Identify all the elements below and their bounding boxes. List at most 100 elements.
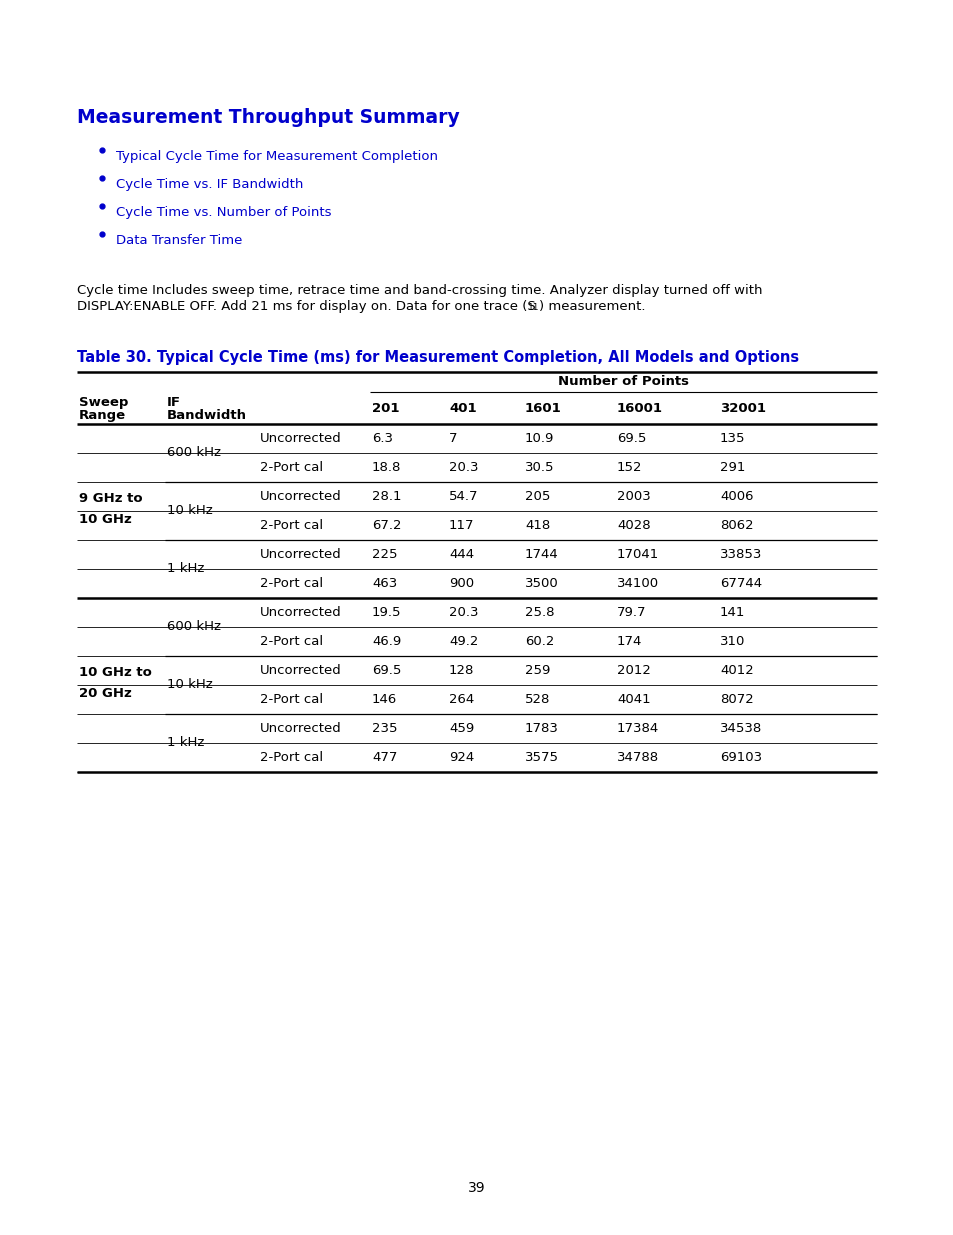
- Text: 60.2: 60.2: [524, 635, 554, 648]
- Text: 8072: 8072: [720, 693, 753, 706]
- Text: Uncorrected: Uncorrected: [260, 606, 341, 619]
- Text: 174: 174: [617, 635, 641, 648]
- Text: 141: 141: [720, 606, 744, 619]
- Text: 20.3: 20.3: [449, 461, 478, 474]
- Text: 79.7: 79.7: [617, 606, 646, 619]
- Text: Uncorrected: Uncorrected: [260, 722, 341, 735]
- Text: 4041: 4041: [617, 693, 650, 706]
- Text: Range: Range: [79, 409, 126, 422]
- Text: DISPLAY:ENABLE OFF. Add 21 ms for display on. Data for one trace (S: DISPLAY:ENABLE OFF. Add 21 ms for displa…: [77, 300, 536, 312]
- Text: 235: 235: [372, 722, 397, 735]
- Text: 17384: 17384: [617, 722, 659, 735]
- Text: Measurement Throughput Summary: Measurement Throughput Summary: [77, 107, 459, 127]
- Text: Uncorrected: Uncorrected: [260, 490, 341, 503]
- Text: 2012: 2012: [617, 664, 650, 677]
- Text: 34788: 34788: [617, 751, 659, 764]
- Text: Bandwidth: Bandwidth: [167, 409, 247, 422]
- Text: 11: 11: [527, 303, 539, 312]
- Text: 34100: 34100: [617, 577, 659, 590]
- Text: 30.5: 30.5: [524, 461, 554, 474]
- Text: 2-Port cal: 2-Port cal: [260, 519, 323, 532]
- Text: 17041: 17041: [617, 548, 659, 561]
- Text: 10 kHz: 10 kHz: [167, 505, 213, 517]
- Text: 459: 459: [449, 722, 474, 735]
- Text: 7: 7: [449, 432, 457, 445]
- Text: 924: 924: [449, 751, 474, 764]
- Text: 32001: 32001: [720, 403, 765, 415]
- Text: 16001: 16001: [617, 403, 662, 415]
- Text: 67.2: 67.2: [372, 519, 401, 532]
- Text: 463: 463: [372, 577, 396, 590]
- Text: 225: 225: [372, 548, 397, 561]
- Text: 6.3: 6.3: [372, 432, 393, 445]
- Text: 259: 259: [524, 664, 550, 677]
- Text: 69.5: 69.5: [372, 664, 401, 677]
- Text: 8062: 8062: [720, 519, 753, 532]
- Text: 528: 528: [524, 693, 550, 706]
- Text: 10.9: 10.9: [524, 432, 554, 445]
- Text: 28.1: 28.1: [372, 490, 401, 503]
- Text: 1744: 1744: [524, 548, 558, 561]
- Text: ) measurement.: ) measurement.: [538, 300, 645, 312]
- Text: 4028: 4028: [617, 519, 650, 532]
- Text: Number of Points: Number of Points: [558, 375, 688, 388]
- Text: 477: 477: [372, 751, 397, 764]
- Text: Cycle Time vs. IF Bandwidth: Cycle Time vs. IF Bandwidth: [116, 178, 303, 191]
- Text: 291: 291: [720, 461, 744, 474]
- Text: 3500: 3500: [524, 577, 558, 590]
- Text: 39: 39: [468, 1181, 485, 1195]
- Text: 1601: 1601: [524, 403, 561, 415]
- Text: 135: 135: [720, 432, 744, 445]
- Text: 205: 205: [524, 490, 550, 503]
- Text: Sweep: Sweep: [79, 396, 129, 409]
- Text: 117: 117: [449, 519, 474, 532]
- Text: 201: 201: [372, 403, 399, 415]
- Text: Table 30. Typical Cycle Time (ms) for Measurement Completion, All Models and Opt: Table 30. Typical Cycle Time (ms) for Me…: [77, 350, 799, 366]
- Text: 2-Port cal: 2-Port cal: [260, 577, 323, 590]
- Text: Uncorrected: Uncorrected: [260, 664, 341, 677]
- Text: 3575: 3575: [524, 751, 558, 764]
- Text: 20.3: 20.3: [449, 606, 478, 619]
- Text: Cycle time Includes sweep time, retrace time and band-crossing time. Analyzer di: Cycle time Includes sweep time, retrace …: [77, 284, 761, 296]
- Text: 444: 444: [449, 548, 474, 561]
- Text: 1 kHz: 1 kHz: [167, 562, 204, 576]
- Text: Uncorrected: Uncorrected: [260, 548, 341, 561]
- Text: 49.2: 49.2: [449, 635, 477, 648]
- Text: 600 kHz: 600 kHz: [167, 447, 221, 459]
- Text: 152: 152: [617, 461, 641, 474]
- Text: 2003: 2003: [617, 490, 650, 503]
- Text: 2-Port cal: 2-Port cal: [260, 751, 323, 764]
- Text: 69.5: 69.5: [617, 432, 646, 445]
- Text: 10 kHz: 10 kHz: [167, 678, 213, 692]
- Text: 19.5: 19.5: [372, 606, 401, 619]
- Text: Typical Cycle Time for Measurement Completion: Typical Cycle Time for Measurement Compl…: [116, 149, 437, 163]
- Text: 9 GHz to: 9 GHz to: [79, 492, 143, 505]
- Text: 310: 310: [720, 635, 744, 648]
- Text: 2-Port cal: 2-Port cal: [260, 635, 323, 648]
- Text: 54.7: 54.7: [449, 490, 478, 503]
- Text: 46.9: 46.9: [372, 635, 401, 648]
- Text: IF: IF: [167, 396, 181, 409]
- Text: 10 GHz to: 10 GHz to: [79, 666, 152, 679]
- Text: 4006: 4006: [720, 490, 753, 503]
- Text: 600 kHz: 600 kHz: [167, 620, 221, 634]
- Text: 33853: 33853: [720, 548, 761, 561]
- Text: 25.8: 25.8: [524, 606, 554, 619]
- Text: 1783: 1783: [524, 722, 558, 735]
- Text: 34538: 34538: [720, 722, 761, 735]
- Text: 900: 900: [449, 577, 474, 590]
- Text: Uncorrected: Uncorrected: [260, 432, 341, 445]
- Text: 4012: 4012: [720, 664, 753, 677]
- Text: 67744: 67744: [720, 577, 761, 590]
- Text: 418: 418: [524, 519, 550, 532]
- Text: 401: 401: [449, 403, 476, 415]
- Text: 20 GHz: 20 GHz: [79, 687, 132, 700]
- Text: 18.8: 18.8: [372, 461, 401, 474]
- Text: Cycle Time vs. Number of Points: Cycle Time vs. Number of Points: [116, 206, 331, 219]
- Text: Data Transfer Time: Data Transfer Time: [116, 233, 242, 247]
- Text: 69103: 69103: [720, 751, 761, 764]
- Text: 2-Port cal: 2-Port cal: [260, 461, 323, 474]
- Text: 128: 128: [449, 664, 474, 677]
- Text: 264: 264: [449, 693, 474, 706]
- Text: 2-Port cal: 2-Port cal: [260, 693, 323, 706]
